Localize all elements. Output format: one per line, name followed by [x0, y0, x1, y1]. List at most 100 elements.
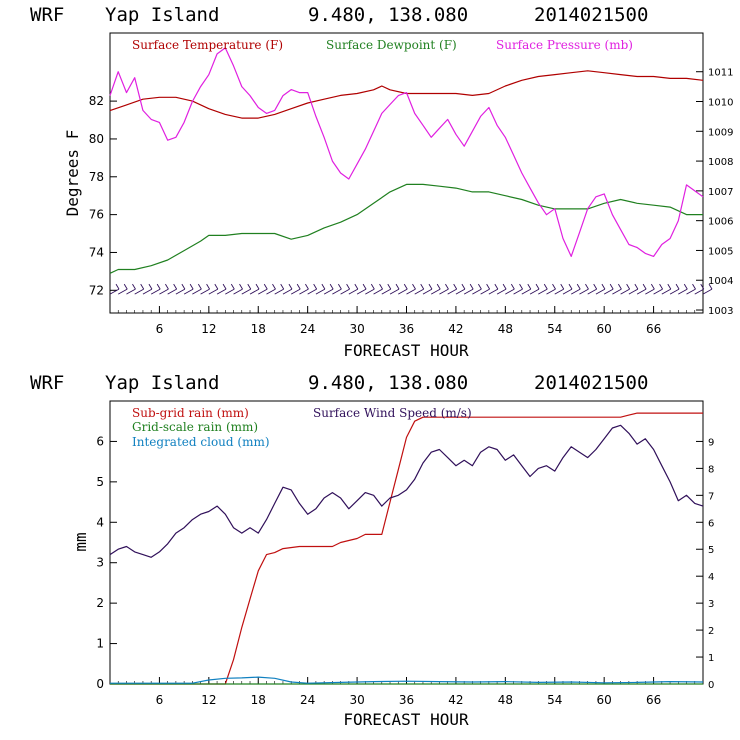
wind-barb	[332, 288, 342, 295]
wind-barb-flag	[675, 283, 680, 290]
wind-barb-flag	[123, 283, 128, 290]
y-tick-label: 80	[89, 132, 104, 146]
right-tick-label: 1007	[708, 187, 733, 198]
wind-barb-flag	[683, 283, 688, 290]
wind-barb	[150, 288, 161, 295]
wind-barb	[183, 288, 194, 295]
y-tick-label: 6	[96, 434, 104, 448]
x-tick-label: 66	[646, 693, 661, 707]
x-tick-label: 48	[498, 693, 513, 707]
x-tick-label: 24	[300, 693, 315, 707]
x-tick-label: 36	[399, 322, 414, 336]
wind-barb	[241, 288, 251, 295]
wind-barb-flag	[494, 283, 499, 290]
wind-barb	[307, 288, 317, 295]
wind-barb-flag	[288, 283, 293, 290]
x-tick-label: 30	[349, 322, 364, 336]
wind-barb	[603, 288, 614, 295]
x-tick-label: 60	[597, 322, 612, 336]
y-tick-label: 74	[89, 245, 104, 259]
wind-barb-flag	[214, 283, 219, 290]
header-location-top: Yap Island	[105, 4, 219, 26]
y-axis-label-bottom: mm	[71, 532, 90, 551]
wind-barb	[546, 288, 556, 295]
wind-barb-flag	[230, 283, 235, 290]
x-tick-label: 6	[156, 693, 164, 707]
wind-barb	[142, 288, 153, 295]
wind-barb-flag	[280, 283, 285, 290]
wind-barb	[422, 288, 433, 295]
right-tick-label: 4	[708, 572, 714, 583]
x-tick-label: 66	[646, 322, 661, 336]
wind-barb	[472, 288, 482, 295]
wind-barb	[225, 288, 235, 295]
wind-barb	[496, 288, 507, 295]
wind-barb	[118, 288, 128, 295]
legend-integrated-cloud: Integrated cloud (mm)	[132, 435, 270, 449]
plot-frame-top	[109, 32, 704, 314]
wind-barb-flag	[568, 283, 573, 290]
wind-barb	[439, 288, 449, 295]
y-tick-label: 4	[96, 515, 104, 529]
wind-barb-flag	[609, 283, 614, 290]
wind-barb-flag	[222, 283, 227, 290]
wind-barb-flag	[132, 283, 136, 290]
right-tick-label: 6	[708, 518, 714, 529]
wind-barb	[488, 288, 499, 295]
header-location-bottom: Yap Island	[105, 372, 219, 394]
wind-barb-flag	[148, 283, 153, 290]
wind-barb-flag	[478, 283, 482, 290]
plot-area-top: 6 12 18 24 30 36 42 48 54 60 66 72 74 76 78 80 82 1003 100…	[89, 32, 733, 336]
x-tick-label: 42	[448, 693, 463, 707]
wind-barb-flag	[585, 283, 589, 290]
wind-barb-flag	[519, 283, 523, 290]
wind-barb	[505, 288, 515, 295]
header-init-bottom: 2014021500	[534, 372, 648, 394]
wind-barb-flag	[255, 283, 260, 290]
wind-barb-flag	[552, 283, 556, 290]
wind-barb-flag	[428, 283, 433, 290]
wind-barb	[447, 288, 457, 295]
wind-barb	[414, 288, 424, 295]
y-tick-label: 2	[96, 596, 104, 610]
wind-barb	[628, 288, 639, 295]
wind-barb	[299, 288, 309, 295]
header-coords-top: 9.480, 138.080	[308, 4, 468, 26]
wind-barb-flag	[239, 283, 243, 290]
header-model-top: WRF	[30, 4, 64, 26]
right-tick-label: 1010	[708, 98, 733, 109]
x-tick-label: 54	[547, 322, 562, 336]
wind-barb	[694, 288, 704, 295]
wind-barb	[463, 288, 474, 295]
wind-barb-flag	[535, 283, 540, 290]
series-surface-wind-speed-m-s	[109, 424, 704, 558]
right-tick-label: 1003	[708, 306, 733, 317]
x-tick-label: 24	[300, 322, 315, 336]
wind-barb	[678, 288, 688, 295]
wind-barb-flag	[329, 283, 334, 290]
wind-barb-flag	[156, 283, 161, 290]
panel-bottom: WRF Yap Island 9.480, 138.080 2014021500…	[30, 372, 714, 729]
wind-barb-flag	[618, 283, 622, 290]
wind-barb-flag	[346, 283, 350, 290]
wind-barb	[249, 288, 260, 295]
wind-barb-flag	[173, 283, 178, 290]
x-tick-label: 60	[597, 693, 612, 707]
x-tick-label: 36	[399, 693, 414, 707]
y-tick-label: 78	[89, 170, 104, 184]
x-axis-label-top: FORECAST HOUR	[343, 341, 469, 360]
wind-barb	[266, 288, 276, 295]
wind-barb	[373, 288, 383, 295]
wind-barb-flag	[370, 283, 375, 290]
header-coords-bottom: 9.480, 138.080	[308, 372, 468, 394]
wind-barb-flag	[708, 283, 713, 290]
wind-barb-flag	[486, 283, 491, 290]
wind-barb-flag	[642, 283, 647, 290]
wind-barb-flag	[354, 283, 359, 290]
series-surface-dewpoint-f	[109, 183, 703, 274]
wind-barb	[323, 288, 334, 295]
right-tick-label: 1006	[708, 217, 733, 228]
wind-barb-flag	[165, 283, 169, 290]
y-axis-label-top: Degrees F	[63, 130, 82, 217]
wind-barb-flag	[189, 283, 194, 290]
